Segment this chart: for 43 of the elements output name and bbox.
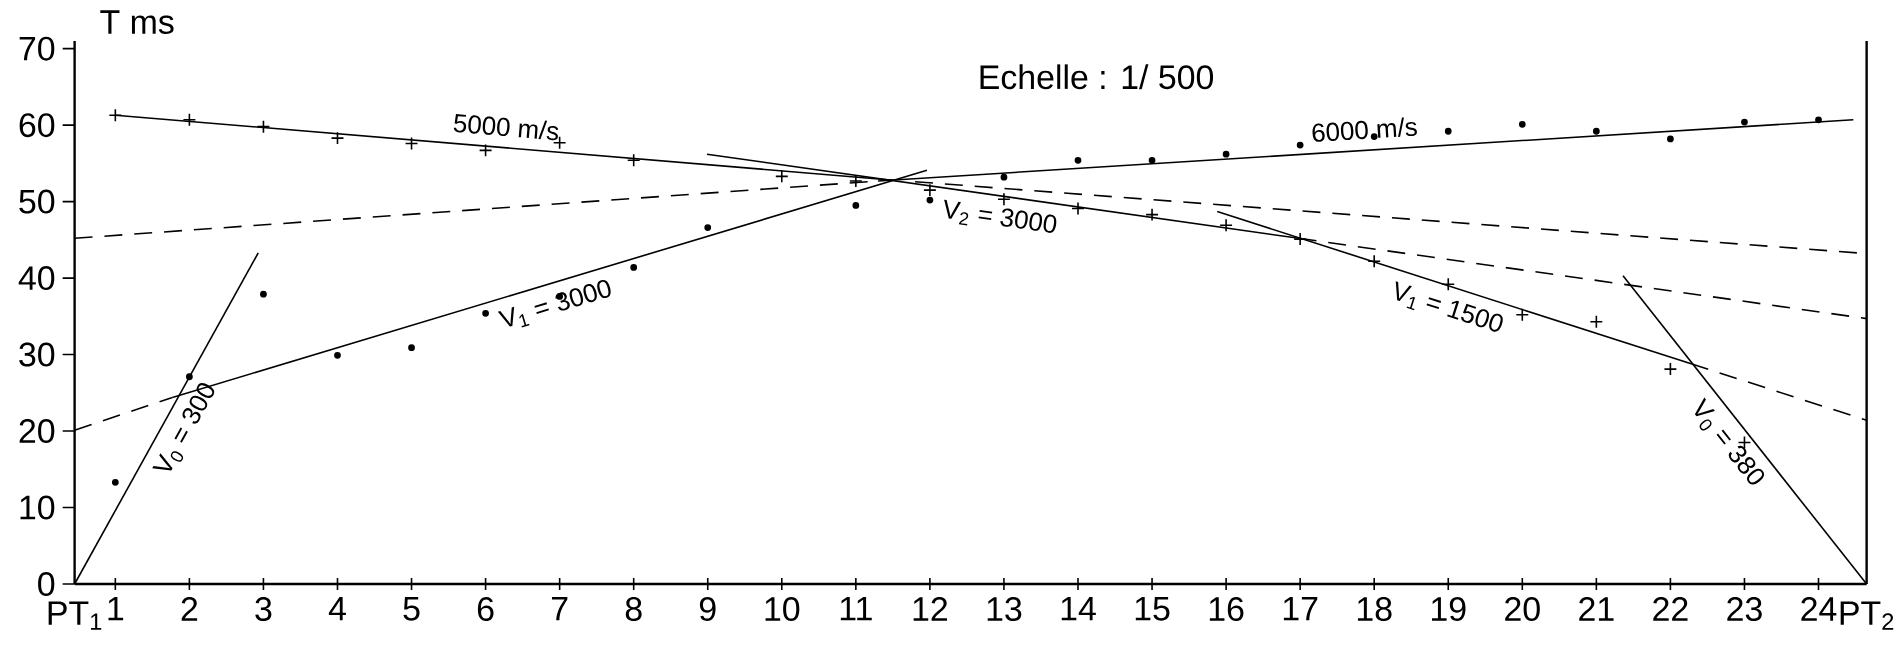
x-tick-label: 6: [477, 597, 494, 622]
series-label: 6000 m/s: [1312, 117, 1417, 142]
y-tick-label: 30: [19, 342, 55, 367]
x-tick-label: 20: [1505, 597, 1540, 622]
y-tick-label: 40: [18, 266, 55, 291]
x-tick-label: 7: [551, 597, 568, 621]
annotation: PT$_{2}$: [1840, 601, 1894, 630]
x-tick-label: 2: [181, 597, 198, 621]
x-tick-label: 15: [1135, 597, 1170, 621]
text: V$_{2}$ = 3000: [944, 199, 1057, 233]
y-tick-label: 60: [19, 113, 55, 138]
x-tick-label: 23: [1727, 597, 1762, 622]
x-tick-label: 10: [765, 597, 800, 622]
x-tick-label: 24: [1801, 597, 1837, 621]
y-tick-label: 0: [38, 572, 55, 597]
x-tick-label: 11: [840, 597, 872, 621]
x-tick-label: 19: [1432, 597, 1466, 622]
y-tick-label: 10: [20, 495, 55, 520]
x-tick-label: 3: [255, 597, 272, 622]
x-tick-label: 18: [1357, 597, 1392, 622]
y-axis-title: T ms: [100, 10, 174, 34]
text: V$_{0}$ = 380: [1694, 397, 1765, 485]
x-tick-label: 14: [1061, 597, 1096, 621]
text: V$_{1}$ = 3000: [497, 279, 611, 328]
text: V$_{0}$ = 300: [152, 383, 215, 471]
x-tick-label: 12: [913, 597, 948, 621]
x-tick-label: 22: [1653, 597, 1688, 621]
y-tick-label: 50: [19, 189, 55, 214]
series-label: 5000 m/s: [453, 114, 559, 141]
x-tick-label: 8: [625, 597, 642, 622]
y-tick-label: 20: [19, 419, 55, 444]
x-tick-label: 4: [328, 597, 346, 621]
x-tick-label: 9: [699, 597, 716, 622]
x-tick-label: 21: [1579, 597, 1614, 621]
x-tick-label: 16: [1209, 597, 1244, 622]
x-tick-label: 1: [108, 597, 124, 621]
text: V$_{1}$ = 1500: [1395, 281, 1503, 332]
annotation: PT$_{1}$: [48, 601, 102, 630]
x-tick-label: 5: [403, 597, 420, 621]
annotation: Echelle : 1/ 500: [980, 64, 1214, 90]
x-tick-label: 13: [987, 597, 1022, 622]
x-tick-label: 17: [1283, 597, 1318, 621]
y-tick-label: 70: [19, 36, 55, 61]
